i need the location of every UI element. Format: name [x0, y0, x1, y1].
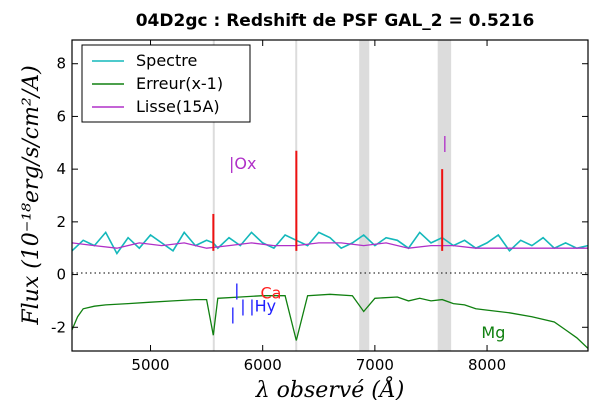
annotation-1: |	[442, 133, 447, 152]
legend-label-spectre: Spectre	[136, 51, 197, 70]
y-tick-label-4: 6	[56, 107, 66, 125]
grey-band-3	[437, 40, 452, 351]
y-axis-label: Flux (10⁻¹⁸erg/s/cm²/A)	[19, 65, 44, 325]
x-tick-label-1: 6000	[244, 356, 282, 374]
legend-label-erreur: Erreur(x-1)	[136, 74, 223, 93]
y-tick-label-2: 2	[56, 213, 66, 231]
grey-band-2	[359, 40, 370, 351]
annotation-0: |Ox	[229, 154, 256, 173]
x-tick-label-3: 8000	[468, 356, 506, 374]
annotation-2: |	[234, 281, 239, 300]
x-axis-label: λ observé (Å)	[255, 375, 405, 400]
legend-label-lisse: Lisse(15A)	[136, 97, 220, 116]
chart-title: 04D2gc : Redshift de PSF GAL_2 = 0.5216	[136, 11, 535, 31]
annotation-7: Mg	[481, 323, 505, 342]
legend: Spectre Erreur(x-1) Lisse(15A)	[81, 44, 251, 123]
x-tick-label-2: 7000	[356, 356, 394, 374]
axis-ticks: 5000 6000 7000 8000 -2 0 2 4 6 8	[51, 40, 588, 374]
series-line-1	[72, 293, 588, 349]
plot-frame	[71, 39, 589, 352]
series-line-2	[72, 242, 588, 249]
annotation-3: |	[230, 304, 235, 323]
annotation-6: Ca	[260, 283, 281, 302]
y-tick-label-3: 4	[56, 160, 66, 178]
x-tick-label-0: 5000	[131, 356, 169, 374]
series-line-0	[72, 230, 588, 256]
series-layer	[72, 150, 588, 349]
grey-band-0	[212, 40, 215, 351]
annotation-5: |Hy	[249, 296, 276, 315]
annotation-4: |	[240, 296, 245, 315]
y-tick-label-0: -2	[51, 318, 66, 336]
y-tick-label-5: 8	[56, 55, 66, 73]
y-tick-label-1: 0	[56, 266, 66, 284]
